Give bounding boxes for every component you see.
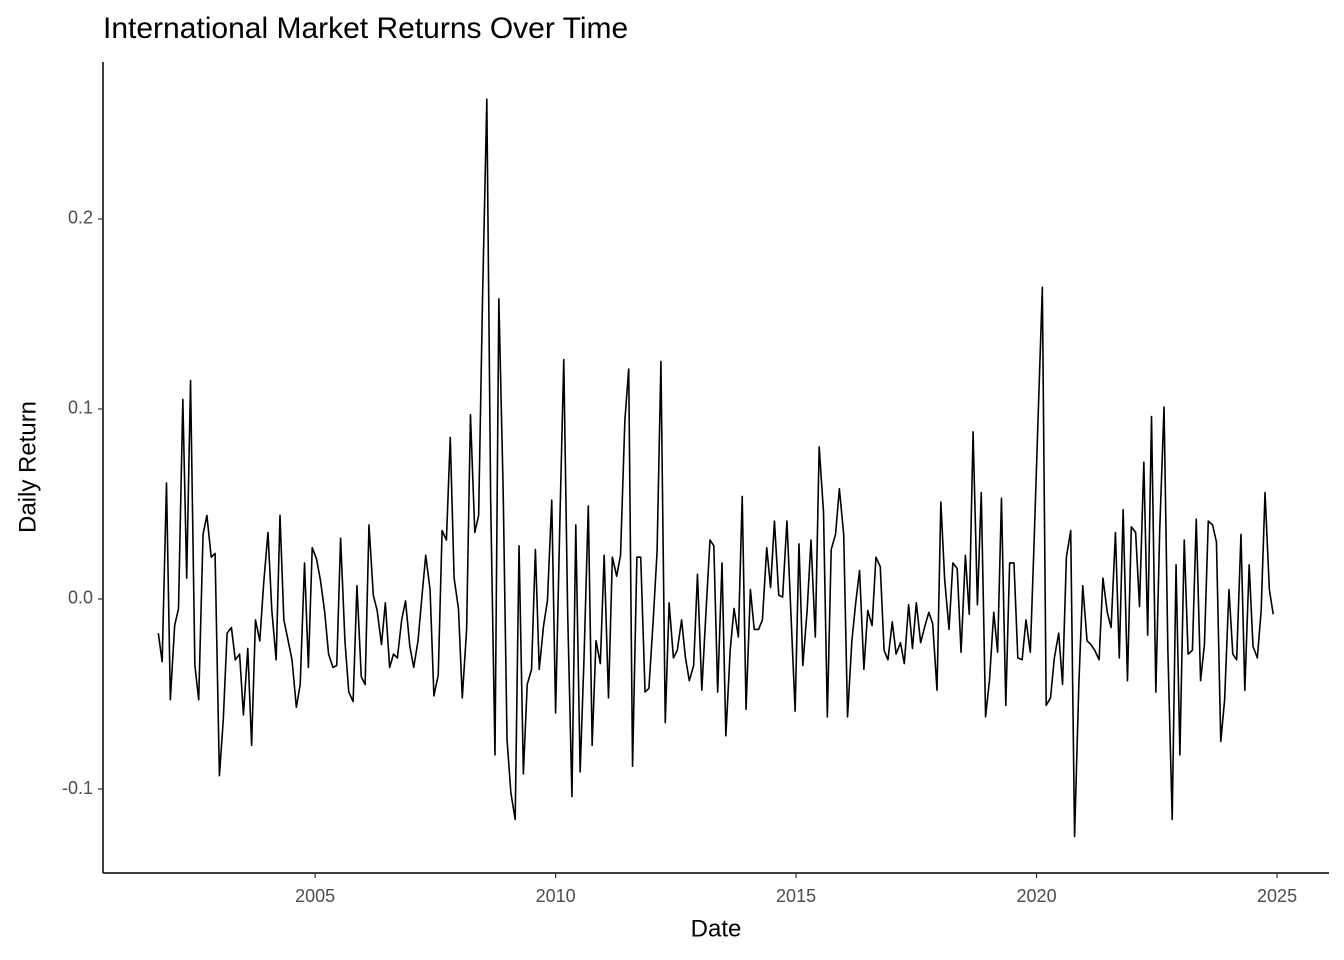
chart-title: International Market Returns Over Time bbox=[103, 12, 628, 45]
x-tick-label: 2005 bbox=[295, 886, 335, 906]
x-axis-title: Date bbox=[691, 915, 742, 942]
x-tick-label: 2020 bbox=[1017, 886, 1057, 906]
data-line bbox=[157, 98, 1275, 838]
y-tick-label: 0.1 bbox=[68, 398, 93, 418]
y-tick-label: -0.1 bbox=[62, 778, 93, 798]
x-tick-label: 2025 bbox=[1257, 886, 1297, 906]
x-tick-label: 2015 bbox=[776, 886, 816, 906]
y-tick-label: 0.0 bbox=[68, 588, 93, 608]
y-axis-title: Daily Return bbox=[14, 401, 41, 533]
y-tick-label: 0.2 bbox=[68, 208, 93, 228]
x-tick-label: 2010 bbox=[536, 886, 576, 906]
